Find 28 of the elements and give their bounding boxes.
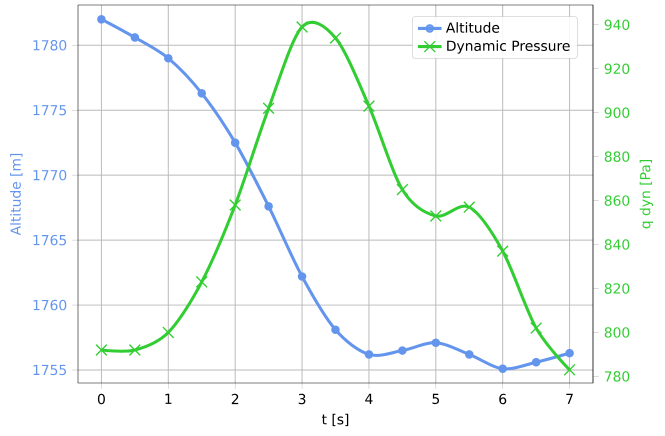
x-axis-title: t [s] <box>322 414 348 426</box>
y2-tick-label: 880 <box>604 151 630 162</box>
x-tick-label: 0 <box>98 394 105 404</box>
x-tick-label: 3 <box>298 394 306 404</box>
y-tick-label: 1780 <box>34 40 66 50</box>
y-axis-title: Altitude [m] <box>10 154 22 236</box>
x-tick-label: 5 <box>432 394 440 404</box>
y-tick-label: 1765 <box>34 234 66 246</box>
y2-tick-label: 940 <box>604 20 630 30</box>
y-tick-label: 1755 <box>34 364 66 376</box>
y-tick-label: 1775 <box>34 105 66 116</box>
y2-tick-label: 920 <box>604 63 630 74</box>
y-tick-label: 1760 <box>34 300 66 310</box>
y2-tick-label: 860 <box>604 195 630 206</box>
y2-tick-label: 900 <box>604 107 630 118</box>
y2-tick-label: 800 <box>604 327 630 338</box>
x-tick-label: 6 <box>499 394 506 404</box>
y-tick-label: 1770 <box>34 170 66 180</box>
x-tick-label: 4 <box>365 394 373 404</box>
legend-label: Altitude <box>446 22 500 33</box>
y2-tick-label: 820 <box>604 283 630 294</box>
x-tick-label: 7 <box>566 394 573 404</box>
y2-tick-label: 840 <box>604 239 630 250</box>
y2-tick-label: 780 <box>604 371 630 382</box>
x-tick-label: 1 <box>165 394 172 404</box>
y2-axis-title: q dyn [Pa] <box>640 160 654 228</box>
x-tick-label: 2 <box>232 394 238 404</box>
legend-label: Dynamic Pressure <box>447 40 570 54</box>
